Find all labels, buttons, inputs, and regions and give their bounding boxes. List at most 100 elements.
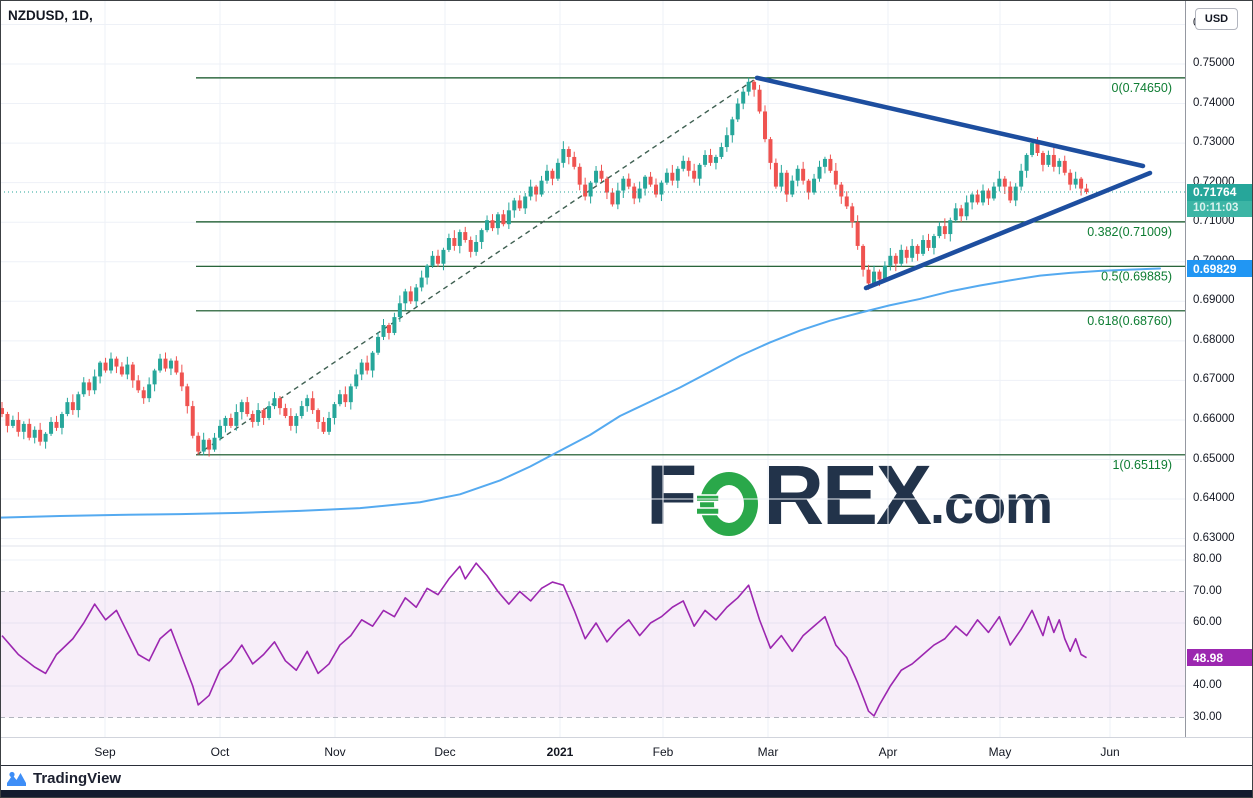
candle-body bbox=[359, 362, 364, 375]
candle-body bbox=[866, 269, 871, 284]
candle-body bbox=[147, 384, 152, 399]
candle-body bbox=[566, 149, 571, 157]
candle-body bbox=[174, 360, 179, 373]
fib-level-label: 0.382(0.71009) bbox=[1087, 225, 1172, 239]
price-axis[interactable]: 0.760000.750000.740000.730000.720000.710… bbox=[1185, 0, 1253, 737]
candle-body bbox=[904, 249, 909, 258]
candle-body bbox=[185, 386, 190, 407]
candle-body bbox=[795, 168, 800, 181]
candle-body bbox=[893, 255, 898, 264]
watermark-zero-icon bbox=[694, 470, 761, 538]
candle-body bbox=[506, 210, 511, 225]
candle-body bbox=[637, 188, 642, 199]
candle-body bbox=[386, 325, 391, 333]
candle-body bbox=[267, 406, 272, 418]
candle-body bbox=[98, 362, 103, 377]
candle-body bbox=[577, 166, 582, 185]
price-axis-label: 0.66000 bbox=[1193, 412, 1235, 425]
candle-body bbox=[310, 398, 315, 411]
candle-body bbox=[168, 360, 173, 369]
candle-body bbox=[801, 168, 806, 181]
candle-body bbox=[703, 154, 708, 165]
candle-body bbox=[441, 249, 446, 264]
candle-body bbox=[1035, 143, 1040, 153]
triangle-lower-line bbox=[863, 170, 1153, 291]
candle-body bbox=[970, 194, 975, 203]
candle-body bbox=[615, 190, 620, 205]
last-price-badge: 0.71764 10:11:03 bbox=[1187, 184, 1253, 217]
candle-body bbox=[948, 220, 953, 235]
candle-body bbox=[937, 226, 942, 237]
candle-body bbox=[1062, 160, 1067, 173]
candle-body bbox=[528, 186, 533, 197]
candle-body bbox=[0, 408, 4, 415]
candle-body bbox=[485, 220, 490, 231]
time-axis-label: Mar bbox=[757, 745, 779, 759]
symbol-legend[interactable]: NZDUSD, 1D, bbox=[8, 8, 93, 23]
candle-body bbox=[495, 214, 500, 229]
candle-body bbox=[1073, 178, 1078, 185]
candle-body bbox=[190, 406, 195, 436]
candle-body bbox=[158, 358, 163, 371]
rsi-line bbox=[1, 562, 1087, 717]
candle-body bbox=[452, 238, 457, 246]
candle-body bbox=[419, 277, 424, 288]
candle-body bbox=[915, 245, 920, 254]
fib-level-label: 1(0.65119) bbox=[1112, 458, 1172, 472]
candle-body bbox=[179, 372, 184, 387]
price-axis-label: 0.73000 bbox=[1193, 136, 1235, 149]
tradingview-brand-text: TradingView bbox=[33, 770, 122, 787]
candle-body bbox=[92, 376, 97, 391]
candle-body bbox=[370, 352, 375, 371]
candle-body bbox=[152, 370, 157, 385]
candle-body bbox=[953, 208, 958, 221]
candle-body bbox=[708, 154, 713, 163]
price-chart-canvas[interactable]: 0(0.74650) 0.382(0.71009) 0.5(0.69885) 0.61… bbox=[0, 0, 1185, 737]
candle-body bbox=[670, 172, 675, 181]
bottom-accent-bar bbox=[0, 790, 1253, 798]
candle-body bbox=[882, 265, 887, 280]
currency-toggle-button[interactable]: USD bbox=[1195, 8, 1238, 30]
candle-body bbox=[10, 419, 15, 426]
candle-body bbox=[1057, 160, 1062, 167]
candle-body bbox=[125, 364, 130, 375]
candle-body bbox=[643, 176, 648, 189]
candle-body bbox=[713, 156, 718, 163]
time-axis-label: Feb bbox=[652, 745, 674, 759]
candle-body bbox=[141, 390, 146, 399]
candle-body bbox=[861, 245, 866, 270]
candle-body bbox=[572, 156, 577, 167]
candle-body bbox=[87, 382, 92, 391]
candle-body bbox=[599, 170, 604, 179]
candle-body bbox=[468, 239, 473, 252]
candle-body bbox=[779, 172, 784, 187]
candle-body bbox=[1046, 154, 1051, 165]
candle-body bbox=[5, 414, 10, 426]
candle-body bbox=[675, 168, 680, 181]
price-axis-label: 0.67000 bbox=[1193, 373, 1235, 386]
candle-body bbox=[523, 196, 528, 209]
candle-body bbox=[196, 435, 201, 452]
candle-body bbox=[239, 402, 244, 413]
candle-body bbox=[81, 382, 86, 395]
candle-body bbox=[964, 202, 969, 217]
candle-body bbox=[408, 291, 413, 302]
candle-body bbox=[697, 164, 702, 179]
candle-body bbox=[109, 358, 113, 371]
candle-body bbox=[397, 303, 402, 318]
candle-body bbox=[664, 172, 669, 183]
time-axis[interactable]: Sep Oct Nov Dec 2021 Feb Mar Apr May Jun bbox=[0, 737, 1253, 766]
candle-body bbox=[1040, 152, 1045, 165]
candle-body bbox=[686, 160, 691, 171]
candle-body bbox=[812, 178, 817, 193]
rsi-axis-label: 80.00 bbox=[1193, 553, 1222, 565]
candle-body bbox=[991, 186, 996, 199]
candle-body bbox=[261, 410, 266, 418]
candle-body bbox=[844, 196, 849, 207]
candle-body bbox=[457, 232, 462, 246]
bar-countdown: 10:11:03 bbox=[1187, 201, 1253, 217]
candle-body bbox=[1051, 154, 1056, 167]
candle-body bbox=[872, 271, 876, 284]
candle-body bbox=[632, 186, 637, 199]
tradingview-link[interactable]: TradingView bbox=[6, 770, 121, 788]
